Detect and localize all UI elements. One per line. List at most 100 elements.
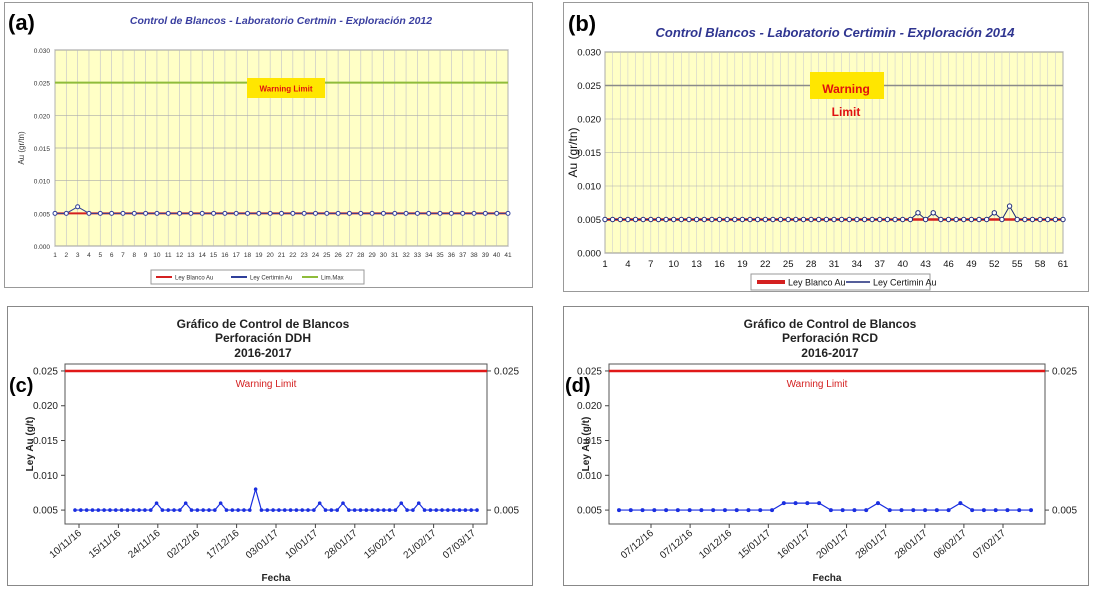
y-tick-label: 0.025 xyxy=(577,366,602,377)
x-tick-label: 3 xyxy=(76,252,80,259)
data-point xyxy=(875,501,880,506)
data-point xyxy=(290,210,296,216)
x-tick-label: 28 xyxy=(357,252,365,259)
x-tick-label: 22 xyxy=(289,252,297,259)
data-point xyxy=(699,508,704,513)
warning-limit-box xyxy=(810,72,884,99)
data-point xyxy=(640,216,646,223)
data-point xyxy=(300,508,305,512)
x-tick-label: 34 xyxy=(852,259,863,270)
chart-panel-a: (a) Control de Blancos - Laboratorio Cert… xyxy=(4,2,533,288)
data-point xyxy=(945,216,952,223)
y-tick-label: 0.030 xyxy=(577,48,601,59)
x-tick-label: 58 xyxy=(1035,259,1046,270)
data-point xyxy=(245,210,251,216)
x-tick-label: 38 xyxy=(470,252,478,259)
x-tick-label: 37 xyxy=(875,259,886,270)
data-point xyxy=(686,216,692,223)
data-point xyxy=(899,508,904,513)
x-tick-label: 7 xyxy=(648,259,653,270)
chart-d-svg: Gráfico de Control de BlancosPerforación… xyxy=(563,306,1089,586)
data-point xyxy=(671,216,677,223)
data-point xyxy=(86,210,92,216)
data-point xyxy=(329,508,334,512)
data-point xyxy=(253,487,258,492)
data-point xyxy=(816,216,822,223)
legend-entry: Ley Certimin Au xyxy=(873,278,937,288)
chart-a-svg: (a) Control de Blancos - Laboratorio Cert… xyxy=(4,2,533,288)
data-point xyxy=(793,501,798,506)
y-tick-label: 0.025 xyxy=(33,366,58,377)
y-tick-label: 0.015 xyxy=(33,436,58,447)
y-tick-label: 0.000 xyxy=(577,249,601,260)
data-point xyxy=(230,508,235,512)
data-point xyxy=(256,210,262,216)
data-point xyxy=(678,216,685,223)
data-point xyxy=(711,508,716,513)
data-point xyxy=(188,210,194,216)
data-point xyxy=(125,508,130,512)
data-point xyxy=(189,508,194,512)
y-axis-label: Au (gr/tn) xyxy=(566,127,580,177)
data-point xyxy=(648,216,654,223)
data-point xyxy=(265,508,270,512)
data-point xyxy=(617,216,623,223)
data-point xyxy=(448,210,454,216)
data-point xyxy=(341,501,345,505)
data-point xyxy=(930,210,936,216)
y-tick-label: 0.020 xyxy=(577,401,602,412)
data-point xyxy=(352,508,357,512)
data-point xyxy=(1045,216,1051,223)
data-point xyxy=(770,216,776,223)
legend-entry: Lim.Max xyxy=(321,276,344,282)
x-tick-label: 23 xyxy=(301,252,309,259)
data-point xyxy=(999,216,1005,223)
data-point xyxy=(946,508,951,513)
data-point xyxy=(907,216,914,223)
x-tick-label: 19 xyxy=(255,252,263,259)
chart-title: Gráfico de Control de Blancos xyxy=(744,317,917,331)
panel-label: (a) xyxy=(8,10,35,35)
legend-entry: Ley Blanco Au xyxy=(175,276,213,282)
x-tick-label: 10 xyxy=(153,252,161,259)
data-point xyxy=(369,210,375,216)
data-point xyxy=(1005,508,1010,513)
warning-limit-label: Warning Limit xyxy=(787,379,848,390)
data-point xyxy=(900,216,906,223)
data-point xyxy=(1017,508,1022,513)
data-point xyxy=(267,210,273,216)
data-point xyxy=(793,216,799,223)
data-point xyxy=(746,508,751,513)
data-point xyxy=(154,210,160,216)
data-point xyxy=(854,216,860,223)
x-tick-label: 34 xyxy=(425,252,433,259)
x-tick-label: 14 xyxy=(199,252,207,259)
x-tick-label: 13 xyxy=(187,252,195,259)
legend-box xyxy=(150,269,365,285)
plot-area xyxy=(64,363,488,525)
x-tick-label: 61 xyxy=(1058,259,1069,270)
data-point xyxy=(403,210,409,216)
chart-c-svg: Gráfico de Control de BlancosPerforación… xyxy=(7,306,533,586)
data-point xyxy=(323,508,328,512)
data-point xyxy=(102,508,106,512)
data-point xyxy=(887,508,892,513)
data-point xyxy=(306,508,310,512)
data-point xyxy=(346,210,352,216)
data-point xyxy=(781,501,786,506)
data-point xyxy=(991,210,997,216)
data-point xyxy=(358,210,364,216)
data-point xyxy=(148,508,153,512)
data-point xyxy=(380,210,386,216)
data-point xyxy=(288,508,293,512)
x-tick-label: 33 xyxy=(414,252,422,259)
data-point xyxy=(218,501,223,505)
x-tick-label: 2 xyxy=(65,252,69,259)
data-point xyxy=(370,508,374,512)
data-point xyxy=(777,216,784,223)
x-tick-label: 15 xyxy=(210,252,218,259)
data-point xyxy=(1052,216,1059,223)
warning-limit-box xyxy=(247,78,325,98)
legend-entry: Ley Certimin Au xyxy=(250,276,292,282)
x-tick-label: 36 xyxy=(448,252,456,259)
